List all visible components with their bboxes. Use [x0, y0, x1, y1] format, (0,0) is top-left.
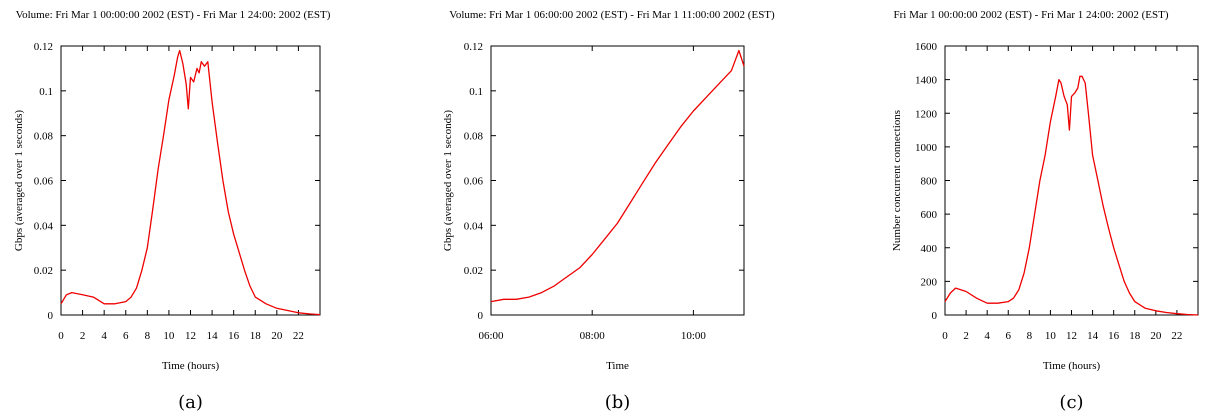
y-tick-label: 0.1 — [469, 86, 483, 98]
x-tick-label: 14 — [207, 330, 219, 342]
x-tick-label: 12 — [185, 330, 196, 342]
y-tick-label: 0.04 — [464, 220, 484, 232]
y-tick-label: 0 — [932, 310, 938, 322]
x-tick-label: 4 — [984, 330, 990, 342]
x-tick-label: 4 — [101, 330, 107, 342]
chart-a: Volume: Fri Mar 1 00:00:00 2002 (EST) - … — [13, 9, 331, 413]
x-tick-label: 20 — [271, 330, 283, 342]
y-tick-label: 1200 — [915, 108, 938, 120]
x-tick-label: 20 — [1150, 330, 1162, 342]
y-tick-label: 0.12 — [34, 41, 53, 53]
plot-frame — [944, 45, 1199, 316]
x-tick-label: 10 — [163, 330, 175, 342]
y-tick-label: 0.08 — [34, 131, 54, 143]
chart-caption: (a) — [178, 392, 203, 413]
y-tick-label: 0.06 — [34, 176, 54, 188]
x-tick-label: 12 — [1066, 330, 1077, 342]
plot-frame — [490, 45, 745, 316]
y-tick-label: 0.02 — [34, 265, 53, 277]
y-axis-label: Gbps (averaged over 1 seconds) — [13, 110, 25, 251]
x-tick-label: 10:00 — [681, 330, 707, 342]
chart-title: Volume: Fri Mar 1 00:00:00 2002 (EST) - … — [16, 9, 331, 21]
x-tick-label: 6 — [123, 330, 129, 342]
series-line — [60, 49, 321, 316]
chart-b: Volume: Fri Mar 1 06:00:00 2002 (EST) - … — [442, 9, 775, 413]
x-tick-label: 0 — [942, 330, 948, 342]
chart-caption: (b) — [605, 392, 631, 413]
x-tick-label: 22 — [293, 330, 304, 342]
chart-title: Volume: Fri Mar 1 06:00:00 2002 (EST) - … — [449, 9, 775, 21]
x-tick-label: 18 — [250, 330, 262, 342]
y-axis-label: Gbps (averaged over 1 seconds) — [442, 110, 454, 251]
series-line — [944, 75, 1199, 316]
x-tick-label: 2 — [80, 330, 86, 342]
x-tick-label: 22 — [1171, 330, 1182, 342]
y-tick-label: 400 — [921, 243, 938, 255]
chart-panel-c: Fri Mar 1 00:00:00 2002 (EST) - Fri Mar … — [814, 0, 1221, 417]
y-tick-label: 0.02 — [464, 265, 483, 277]
y-tick-label: 1600 — [915, 41, 938, 53]
chart-c: Fri Mar 1 00:00:00 2002 (EST) - Fri Mar … — [891, 9, 1199, 413]
chart-title: Fri Mar 1 00:00:00 2002 (EST) - Fri Mar … — [894, 9, 1169, 21]
y-tick-label: 200 — [921, 276, 938, 288]
y-tick-label: 600 — [921, 209, 938, 221]
x-tick-label: 6 — [1006, 330, 1012, 342]
y-tick-label: 0.06 — [464, 176, 484, 188]
x-axis-label: Time — [606, 360, 629, 372]
series-line — [490, 49, 745, 303]
y-tick-label: 0 — [48, 310, 54, 322]
x-axis-label: Time (hours) — [1043, 360, 1101, 372]
chart-panel-a: Volume: Fri Mar 1 00:00:00 2002 (EST) - … — [0, 0, 407, 417]
x-tick-label: 08:00 — [580, 330, 606, 342]
x-tick-label: 2 — [963, 330, 969, 342]
x-tick-label: 06:00 — [478, 330, 504, 342]
y-tick-label: 0.1 — [39, 86, 53, 98]
x-tick-label: 18 — [1129, 330, 1141, 342]
x-tick-label: 8 — [1027, 330, 1033, 342]
chart-caption: (c) — [1059, 392, 1083, 413]
y-tick-label: 1400 — [915, 75, 938, 87]
y-tick-label: 0 — [478, 310, 484, 322]
y-tick-label: 1000 — [915, 142, 938, 154]
y-tick-label: 800 — [921, 176, 938, 188]
x-tick-label: 8 — [145, 330, 151, 342]
chart-panel-b: Volume: Fri Mar 1 06:00:00 2002 (EST) - … — [407, 0, 814, 417]
y-tick-label: 0.04 — [34, 220, 54, 232]
x-tick-label: 16 — [1108, 330, 1120, 342]
x-tick-label: 14 — [1087, 330, 1099, 342]
x-tick-label: 0 — [58, 330, 64, 342]
y-tick-label: 0.08 — [464, 131, 484, 143]
x-tick-label: 10 — [1045, 330, 1057, 342]
y-tick-label: 0.12 — [464, 41, 483, 53]
x-tick-label: 16 — [228, 330, 240, 342]
y-axis-label: Number concurrent connections — [891, 110, 903, 251]
x-axis-label: Time (hours) — [162, 360, 220, 372]
